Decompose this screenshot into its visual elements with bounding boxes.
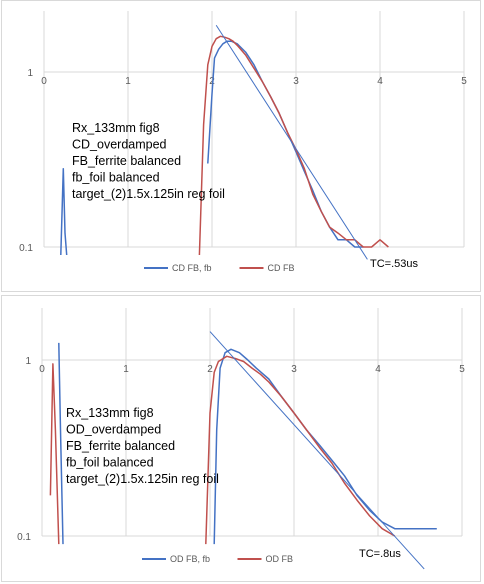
x-tick-label: 2 xyxy=(207,364,213,375)
x-tick-label: 1 xyxy=(125,76,131,87)
y-tick-label: 0.1 xyxy=(19,243,33,254)
annotation-line: FB_ferrite balanced xyxy=(72,154,181,168)
chart-top: 0 1 2 3 4 510.1Rx_133mm fig8CD_overdampedFB_f… xyxy=(19,11,467,273)
y-tick-label: 0.1 xyxy=(17,532,31,543)
annotation-line: fb_foil balanced xyxy=(66,456,154,470)
legend-label: CD FB, fb xyxy=(172,263,212,273)
annotation-line: Rx_133mm fig8 xyxy=(72,121,160,135)
annotation-line: CD_overdamped xyxy=(72,138,167,152)
series-line-od-fb-fb xyxy=(213,348,437,545)
x-tick-label: 0 xyxy=(39,364,45,375)
annotation-line: Rx_133mm fig8 xyxy=(66,406,154,420)
legend-label: OD FB, fb xyxy=(170,554,210,564)
plot-area xyxy=(60,35,389,256)
tc-label: TC=.8us xyxy=(359,548,401,560)
fit-line xyxy=(209,331,425,570)
series-line-cd-fb xyxy=(198,35,389,256)
y-tick-label: 1 xyxy=(27,68,33,79)
fit-line xyxy=(215,24,368,260)
legend-label: CD FB xyxy=(268,263,295,273)
x-tick-label: 1 xyxy=(123,364,129,375)
series-line-cd-fb-fb xyxy=(60,167,68,256)
y-tick-label: 1 xyxy=(25,356,31,367)
x-tick-label: 4 xyxy=(377,76,383,87)
annotation-line: target_(2)1.5x.125in reg foil xyxy=(72,187,225,201)
x-tick-label: 3 xyxy=(293,76,299,87)
x-tick-label: 3 xyxy=(291,364,297,375)
series-line-od-fb-fb xyxy=(58,342,64,545)
chart-panel-top: 0 1 2 3 4 5 1 0.1 Rx_133mm fig8 CD_overdamped FB_f… xyxy=(1,0,481,292)
series-line-od-fb xyxy=(205,355,396,545)
annotation-line: fb_foil balanced xyxy=(72,171,160,185)
x-tick-label: 0 xyxy=(41,76,47,87)
x-tick-label: 4 xyxy=(375,364,381,375)
annotation-line: FB_ferrite balanced xyxy=(66,439,175,453)
chart-panel-bottom: 0 1 2 3 4 5 1 0.1 Rx_133mm fig8 OD_overdamped FB_f… xyxy=(1,295,481,582)
tc-label: TC=.53us xyxy=(370,258,418,270)
x-tick-label: 5 xyxy=(461,76,467,87)
chart-bottom: 0 1 2 3 4 510.1Rx_133mm fig8OD_overdampedFB_f… xyxy=(17,308,465,570)
legend-label: OD FB xyxy=(266,554,294,564)
series-line-od-fb xyxy=(49,363,60,545)
x-tick-label: 5 xyxy=(459,364,465,375)
annotation-line: target_(2)1.5x.125in reg foil xyxy=(66,472,219,486)
annotation-line: OD_overdamped xyxy=(66,423,161,437)
